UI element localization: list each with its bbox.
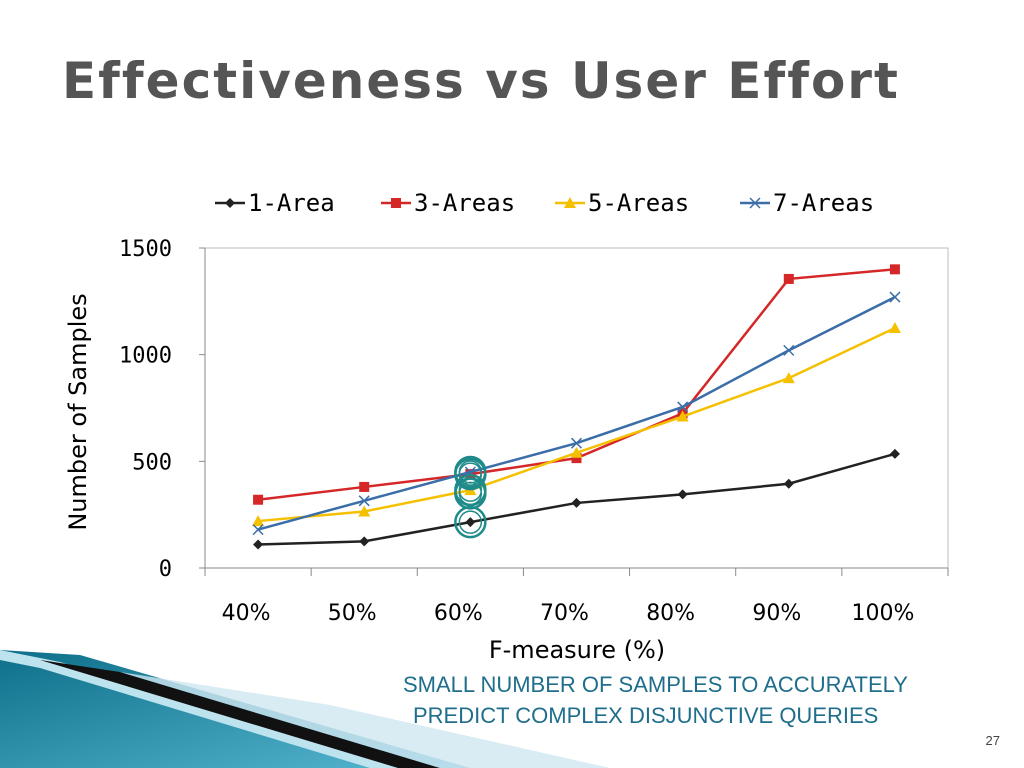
data-point	[465, 517, 476, 528]
data-point	[253, 539, 264, 550]
annotation-line-1: SMALL NUMBER OF SAMPLES TO ACCURATELY	[403, 672, 908, 697]
legend-label: 1-Area	[248, 189, 335, 217]
series-1-area	[253, 448, 900, 550]
chart-legend: 1-Area 3-Areas 5-Areas 7-Areas	[215, 189, 874, 217]
x-marker-stroke	[358, 495, 370, 507]
legend-swatch-marker	[749, 197, 761, 209]
x-tick-label: 50%	[328, 601, 377, 626]
data-point	[782, 372, 795, 384]
data-point	[889, 448, 900, 459]
data-point	[889, 264, 900, 275]
x-tick-label: 80%	[646, 601, 695, 626]
data-point	[571, 453, 582, 464]
legend-swatch-marker	[564, 197, 576, 208]
series-7-areas	[252, 291, 901, 536]
highlight-circles	[454, 455, 487, 539]
legend-label: 7-Areas	[773, 189, 874, 217]
x-tick-label: 70%	[540, 601, 589, 626]
series-line	[257, 295, 896, 531]
y-tick-label: 1000	[119, 344, 172, 369]
data-point	[252, 515, 265, 527]
x-marker-stroke	[889, 291, 901, 303]
data-point	[358, 495, 370, 507]
y-tick-label: 1500	[119, 237, 172, 262]
y-tick-label: 500	[132, 450, 172, 475]
x-marker-stroke	[749, 197, 761, 209]
data-point	[252, 524, 264, 536]
x-axis: 40% 50% 60% 70% 80% 90% 100%	[204, 567, 949, 626]
x-tick-label: 40%	[222, 601, 271, 626]
legend-label: 5-Areas	[588, 189, 689, 217]
data-point	[677, 401, 689, 413]
highlight-circle-inner	[458, 481, 483, 506]
x-tick-label: 100%	[851, 601, 914, 626]
data-point	[570, 437, 583, 449]
data-point	[358, 505, 371, 517]
x-marker-stroke	[677, 401, 689, 413]
legend-swatch-marker	[225, 198, 235, 208]
data-point	[571, 497, 582, 508]
series-line	[257, 326, 896, 523]
data-point	[783, 273, 794, 284]
legend-item-7-areas: 7-Areas	[740, 189, 874, 217]
legend-label: 3-Areas	[414, 189, 515, 217]
data-point	[359, 536, 370, 547]
series-3-areas	[253, 264, 900, 505]
x-tick-label: 90%	[752, 601, 801, 626]
legend-item-3-areas: 3-Areas	[381, 189, 515, 217]
slide-title: Effectiveness vs User Effort	[62, 52, 900, 110]
x-marker-stroke	[252, 524, 264, 536]
x-marker-stroke	[570, 437, 583, 449]
legend-item-1-area: 1-Area	[215, 189, 335, 217]
plot-area	[204, 247, 949, 569]
highlight-circle-inner	[458, 462, 483, 486]
data-point	[570, 446, 583, 458]
x-axis-title: F-measure (%)	[489, 636, 665, 664]
data-point	[676, 410, 689, 422]
y-tick-label: 0	[159, 557, 172, 582]
page-number: 27	[985, 733, 1000, 748]
series-layer	[252, 264, 901, 550]
data-point	[783, 344, 795, 356]
annotation-line-2: PREDICT COMPLEX DISJUNCTIVE QUERIES	[413, 703, 879, 728]
data-point	[253, 494, 264, 505]
series-line	[257, 268, 896, 501]
legend-swatch-marker	[391, 198, 401, 208]
highlight-circle-inner	[458, 510, 483, 534]
data-point	[359, 481, 370, 492]
data-point	[783, 478, 794, 489]
series-5-areas	[252, 322, 901, 527]
y-axis: 0 500 1000 1500	[119, 237, 206, 582]
data-point	[889, 291, 901, 303]
highlight-circle	[454, 477, 487, 510]
x-tick-label: 60%	[434, 601, 483, 626]
x-marker-stroke	[783, 344, 795, 356]
highlight-circle	[454, 457, 487, 491]
data-point	[888, 322, 901, 333]
legend-item-5-areas: 5-Areas	[555, 189, 689, 217]
data-point	[677, 489, 688, 500]
y-axis-title: Number of Samples	[64, 293, 92, 530]
